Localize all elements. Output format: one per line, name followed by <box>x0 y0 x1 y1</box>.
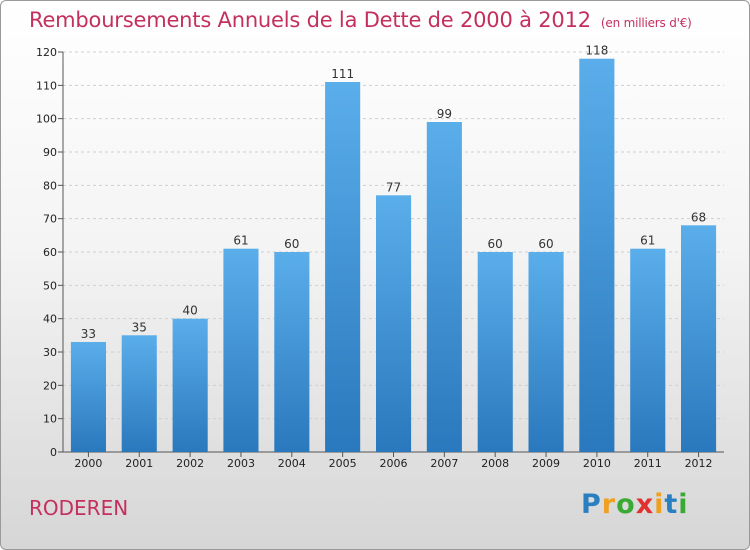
x-tick-label: 2005 <box>329 457 357 470</box>
chart-title: Remboursements Annuels de la Dette de 20… <box>29 8 692 32</box>
bar-value-label: 33 <box>81 327 96 341</box>
bar <box>223 248 259 452</box>
proxiti-logo: Proxiti <box>581 489 689 520</box>
bar-value-label: 60 <box>538 237 553 251</box>
bar-value-label: 35 <box>132 320 147 334</box>
labels: 33 35 40 61 60 111 77 99 60 60 118 61 68 <box>81 44 706 341</box>
bar <box>121 335 157 452</box>
x-tick-label: 2007 <box>430 457 458 470</box>
y-tick-label: 30 <box>43 346 57 359</box>
y-tick-label: 60 <box>43 246 57 259</box>
x-tick-label: 2003 <box>227 457 255 470</box>
y-tick-label: 90 <box>43 146 57 159</box>
logo-letter: i <box>654 489 665 520</box>
logo-letter: r <box>601 489 617 520</box>
y-tick-label: 120 <box>36 46 57 59</box>
bar-value-label: 68 <box>691 210 706 224</box>
bar-value-label: 118 <box>585 44 608 58</box>
y-tick-label: 40 <box>43 313 57 326</box>
y-tick-label: 70 <box>43 213 57 226</box>
bar-value-label: 61 <box>640 234 655 248</box>
y-tick-label: 80 <box>43 179 57 192</box>
x-tick-label: 2001 <box>125 457 153 470</box>
title-text: Remboursements Annuels de la Dette de 20… <box>29 8 591 32</box>
x-tick-label: 2000 <box>74 457 102 470</box>
bar <box>70 342 106 452</box>
y-tick-label: 110 <box>36 79 57 92</box>
bar-value-label: 40 <box>182 304 197 318</box>
logo-letter: P <box>581 489 602 520</box>
bar <box>172 318 208 452</box>
bar-value-label: 61 <box>233 234 248 248</box>
x-tick-label: 2008 <box>481 457 509 470</box>
y-tick-label: 20 <box>43 379 57 392</box>
y-tick-label: 10 <box>43 413 57 426</box>
bar <box>325 82 361 452</box>
bar <box>477 252 513 452</box>
commune-name: RODEREN <box>29 496 129 520</box>
logo-letter: x <box>635 489 655 520</box>
logo-letter: o <box>616 489 636 520</box>
x-tick-label: 2011 <box>634 457 662 470</box>
bars <box>70 58 717 453</box>
bar-value-label: 60 <box>284 237 299 251</box>
bar <box>681 225 717 452</box>
bar-value-label: 77 <box>386 180 401 194</box>
bar <box>630 248 666 452</box>
unit-label: (en milliers d'€) <box>600 16 692 30</box>
bar-value-label: 99 <box>437 107 452 121</box>
x-tick-label: 2009 <box>532 457 560 470</box>
bar-value-label: 111 <box>331 67 354 81</box>
logo-letter: t <box>664 489 679 520</box>
y-tick-label: 0 <box>50 446 57 459</box>
x-tick-label: 2010 <box>583 457 611 470</box>
bar <box>274 252 310 452</box>
bar <box>528 252 564 452</box>
y-tick-label: 100 <box>36 113 57 126</box>
y-tick-label: 50 <box>43 279 57 292</box>
bar <box>426 122 462 452</box>
axes: 0 10 20 30 40 50 60 70 80 90 100 110 120 2000 2001 2002… <box>36 46 724 470</box>
logo-letter: i <box>678 489 689 520</box>
bar-value-label: 60 <box>488 237 503 251</box>
bar <box>376 195 412 453</box>
x-tick-label: 2012 <box>685 457 713 470</box>
bar <box>579 58 615 452</box>
x-tick-label: 2002 <box>176 457 204 470</box>
x-tick-label: 2006 <box>380 457 408 470</box>
x-tick-label: 2004 <box>278 457 306 470</box>
